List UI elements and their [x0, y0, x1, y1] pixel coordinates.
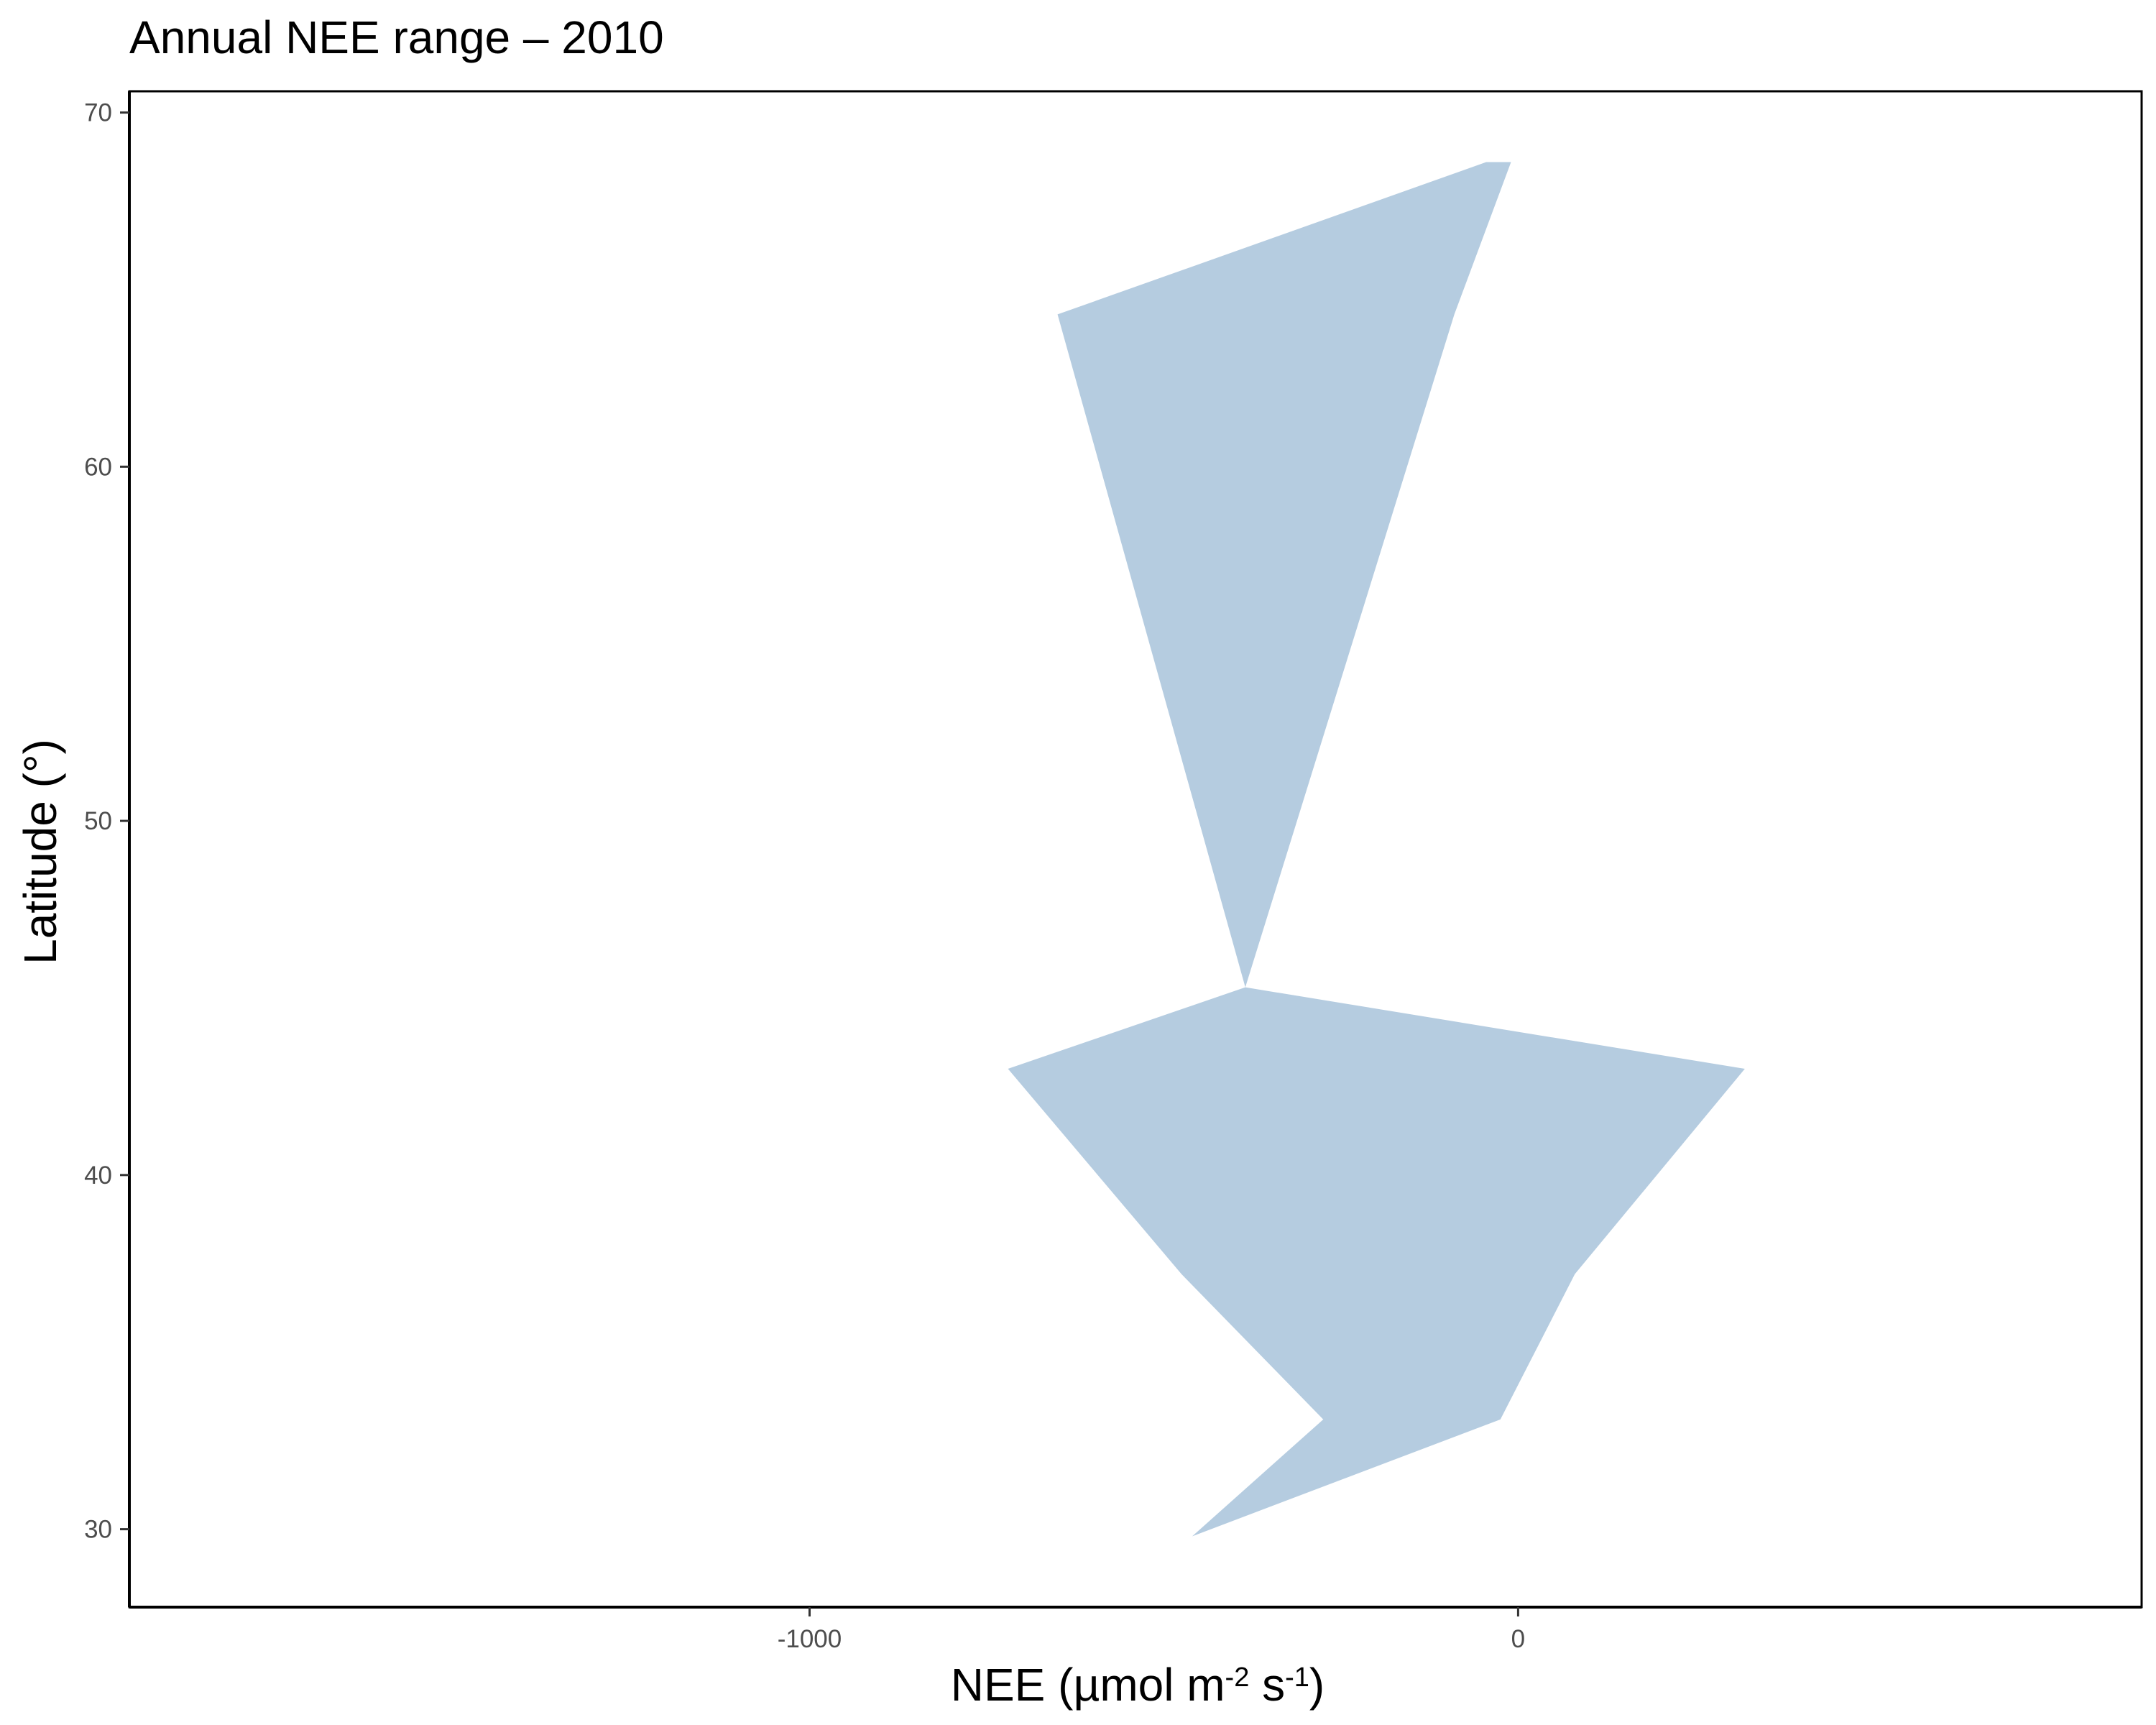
x-tick-label: 0 — [1511, 1625, 1525, 1653]
x-axis-title: NEE (µmol m-2 s-1) — [951, 1659, 1325, 1711]
y-axis: 30 40 50 60 70 — [84, 91, 131, 1607]
y-tick-label: 70 — [84, 99, 112, 127]
y-axis-title: Latitude (°) — [14, 739, 66, 965]
y-tick-label: 40 — [84, 1162, 112, 1190]
chart-title: Annual NEE range – 2010 — [129, 12, 664, 63]
y-tick-label: 50 — [84, 807, 112, 835]
nee-range-band-2 — [1057, 162, 1511, 988]
x-axis: -1000 0 — [129, 1606, 2142, 1653]
y-tick-label: 30 — [84, 1516, 112, 1544]
x-tick-label: -1000 — [778, 1625, 842, 1653]
y-tick-label: 60 — [84, 453, 112, 481]
plot-area — [128, 90, 2143, 1609]
nee-range-band-1 — [1008, 987, 1745, 1537]
